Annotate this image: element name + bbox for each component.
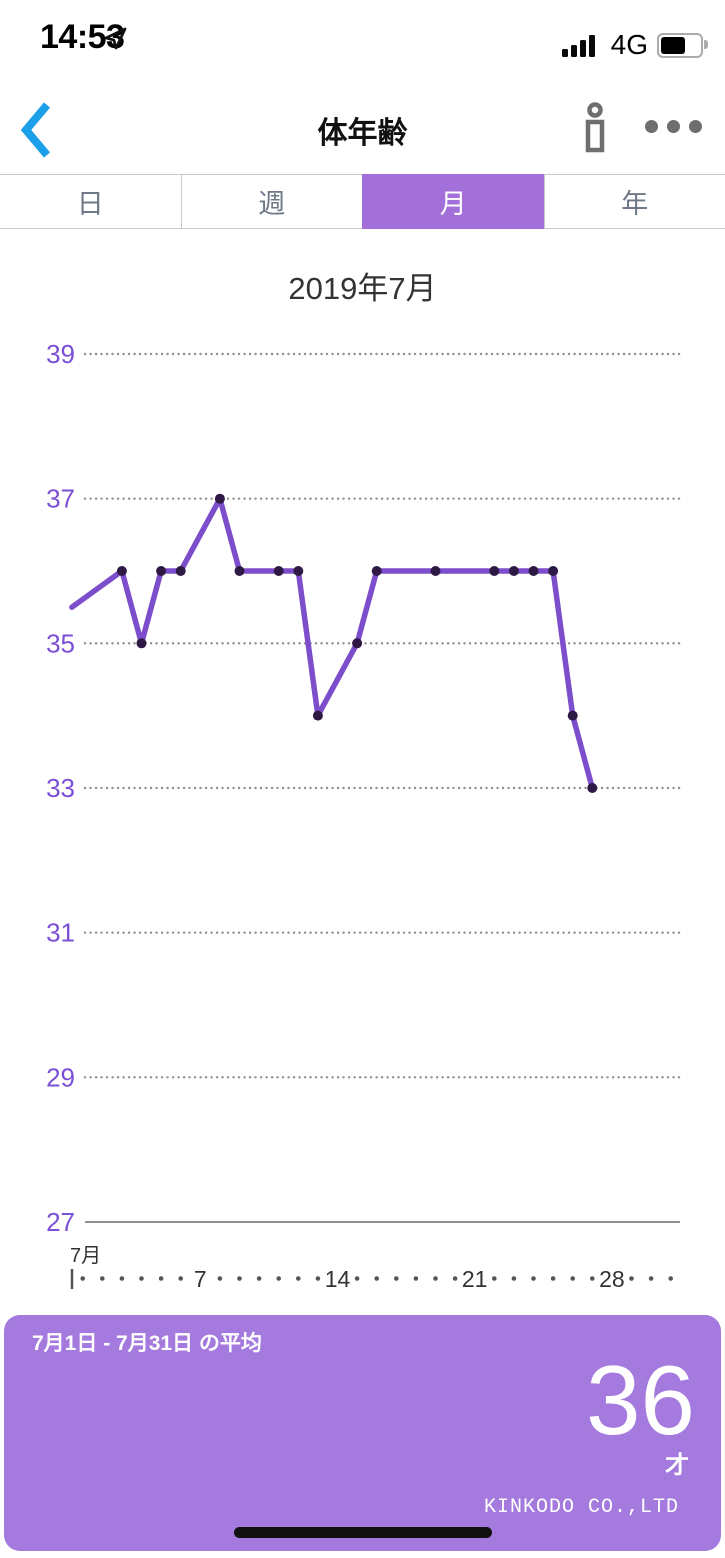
battery-nub xyxy=(704,39,708,49)
x-axis-day-tick xyxy=(492,1276,497,1281)
x-axis-day-tick xyxy=(296,1276,301,1281)
x-axis-day-tick xyxy=(531,1276,536,1281)
data-point-day-12[interactable] xyxy=(293,566,304,576)
x-axis-day-tick xyxy=(315,1276,321,1281)
battery-fill xyxy=(661,36,685,54)
tab-week[interactable]: 週 xyxy=(180,175,363,228)
home-indicator[interactable] xyxy=(233,1527,492,1538)
location-arrow-icon xyxy=(104,27,127,50)
x-axis-day-tick xyxy=(276,1276,282,1281)
y-axis-label: 33 xyxy=(46,773,75,803)
data-point-day-15[interactable] xyxy=(352,638,363,649)
x-axis-day-tick xyxy=(80,1276,85,1281)
x-axis-day-tick xyxy=(139,1276,144,1281)
x-axis-day-tick xyxy=(511,1276,517,1281)
x-axis-day-tick xyxy=(354,1276,360,1281)
data-point-day-19[interactable] xyxy=(430,566,441,576)
data-point-day-16[interactable] xyxy=(371,566,382,576)
y-axis-label: 31 xyxy=(46,918,75,948)
data-point-day-26[interactable] xyxy=(567,710,578,721)
period-tabs: 日 週 月 年 xyxy=(0,174,725,229)
nav-header: 体年齢 xyxy=(0,62,725,170)
tab-month[interactable]: 月 xyxy=(362,174,544,229)
signal-strength-icon xyxy=(561,34,595,57)
x-axis-day-tick xyxy=(394,1276,399,1281)
x-axis-day-tick xyxy=(100,1276,105,1281)
back-chevron-icon[interactable] xyxy=(20,100,52,160)
battery-icon xyxy=(657,32,708,58)
data-point-day-6[interactable] xyxy=(175,566,186,576)
info-icon[interactable] xyxy=(581,102,609,154)
x-axis-day-tick xyxy=(158,1276,164,1281)
x-axis-day-tick xyxy=(374,1276,380,1281)
y-axis-label: 37 xyxy=(46,484,75,514)
data-point-day-8[interactable] xyxy=(214,493,225,504)
average-summary-panel[interactable]: 7月1日 - 7月31日 の平均 36 才 KINKODO CO.,LTD xyxy=(4,1315,721,1551)
x-axis-day-tick xyxy=(590,1276,595,1281)
more-menu-icon[interactable] xyxy=(645,120,702,133)
x-axis-day-label: 7 xyxy=(194,1266,207,1292)
x-axis-day-tick xyxy=(178,1276,183,1281)
data-point-day-27[interactable] xyxy=(587,783,598,793)
body-age-line-chart[interactable]: 39 37 35 33 31 29 27 7月 7 14 21 28 xyxy=(0,320,725,1305)
y-axis-label: 39 xyxy=(46,339,75,369)
y-axis-label: 35 xyxy=(46,628,75,658)
x-axis-month-label: 7月 xyxy=(70,1245,101,1267)
x-axis-day-label: 14 xyxy=(325,1266,351,1292)
status-indicators: 4G xyxy=(561,29,708,61)
data-point-day-4[interactable] xyxy=(136,638,147,649)
status-bar: 14:53 4G xyxy=(0,0,725,62)
y-axis-label: 29 xyxy=(46,1062,75,1092)
data-point-day-22[interactable] xyxy=(489,566,500,576)
x-axis-day-tick xyxy=(217,1276,223,1281)
y-axis-label: 27 xyxy=(46,1207,75,1237)
tab-year[interactable]: 年 xyxy=(543,175,725,228)
average-value: 36 xyxy=(585,1345,695,1455)
average-unit: 才 xyxy=(665,1452,689,1479)
x-axis-day-tick xyxy=(550,1276,556,1281)
data-point-day-13[interactable] xyxy=(312,710,323,721)
x-axis-day-tick xyxy=(648,1276,654,1281)
x-axis-day-tick xyxy=(237,1276,242,1281)
x-axis-day-tick xyxy=(413,1276,419,1281)
average-range-label: 7月1日 - 7月31日 の平均 xyxy=(32,1332,262,1355)
page-title: 体年齢 xyxy=(317,117,408,150)
network-type: 4G xyxy=(610,29,648,60)
x-axis-day-tick xyxy=(433,1276,438,1281)
x-axis-day-tick xyxy=(668,1276,673,1281)
x-axis-day-tick xyxy=(452,1276,458,1281)
data-point-day-23[interactable] xyxy=(508,566,519,576)
tab-day[interactable]: 日 xyxy=(76,189,104,219)
brand-label: KINKODO CO.,LTD xyxy=(483,1496,679,1519)
x-axis-day-label: 28 xyxy=(599,1266,625,1292)
x-axis-day-tick xyxy=(629,1276,634,1281)
chart-title: 2019年7月 xyxy=(288,271,437,306)
data-point-day-24[interactable] xyxy=(528,566,539,576)
x-axis-day-tick xyxy=(570,1276,575,1281)
x-axis-day-tick xyxy=(256,1276,262,1281)
data-point-day-25[interactable] xyxy=(548,566,559,576)
data-point-day-11[interactable] xyxy=(273,566,284,576)
x-axis-day-label: 21 xyxy=(462,1266,488,1292)
data-point-day-5[interactable] xyxy=(156,566,167,576)
x-axis-day-tick xyxy=(119,1276,125,1281)
data-point-day-3[interactable] xyxy=(116,566,127,576)
data-point-day-9[interactable] xyxy=(234,566,245,576)
